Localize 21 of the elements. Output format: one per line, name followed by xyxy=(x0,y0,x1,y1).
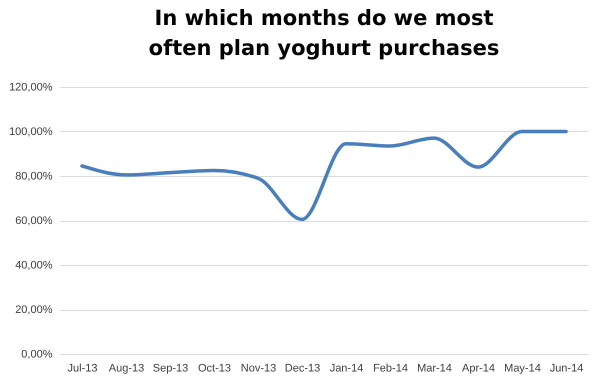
x-tick-label: Jan-14 xyxy=(330,362,364,374)
x-tick-label: Mar-14 xyxy=(417,362,452,374)
y-tick-label: 60,00% xyxy=(15,215,53,227)
line-series xyxy=(80,130,568,222)
chart-title: In which months do we most often plan yoghurt purchases xyxy=(148,6,500,60)
x-tick-label: Jul-13 xyxy=(68,362,98,374)
y-tick-label: 100,00% xyxy=(9,126,53,138)
x-tick-label: Jun-14 xyxy=(550,362,584,374)
x-tick-label: May-14 xyxy=(504,362,541,374)
x-tick-label: Nov-13 xyxy=(240,362,276,374)
x-tick-label: Sep-13 xyxy=(152,362,188,374)
y-tick-label: 20,00% xyxy=(15,304,53,316)
y-tick-label: 120,00% xyxy=(9,82,53,94)
x-tick-label: Dec-13 xyxy=(284,362,320,374)
x-tick-label: Feb-14 xyxy=(373,362,408,374)
y-tick-label: 40,00% xyxy=(15,260,53,272)
x-tick-label: Oct-13 xyxy=(198,362,232,374)
x-tick-label: Aug-13 xyxy=(108,362,144,374)
y-tick-label: 80,00% xyxy=(15,170,53,182)
x-tick-label: Apr-14 xyxy=(462,362,496,374)
y-tick-label: 0,00% xyxy=(21,348,53,360)
